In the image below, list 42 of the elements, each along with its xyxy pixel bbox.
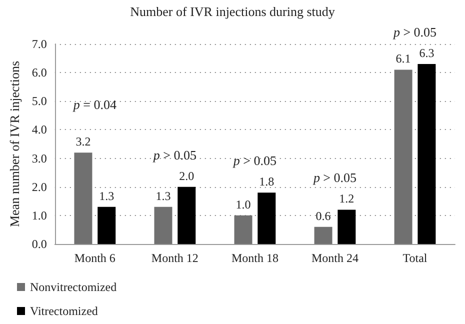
bar: [338, 210, 356, 244]
chart-title: Number of IVR injections during study: [130, 4, 336, 19]
data-label: 1.3: [99, 188, 114, 203]
bar: [418, 64, 436, 244]
legend-label: Vitrectomized: [30, 304, 98, 318]
y-tick-label: 1.0: [32, 208, 47, 222]
bar: [234, 215, 252, 244]
x-tick-label: Total: [402, 251, 428, 265]
bar: [98, 206, 116, 244]
bar: [154, 206, 172, 244]
y-tick-label: 0.0: [32, 237, 47, 251]
x-tick-label: Month 12: [151, 251, 198, 265]
y-tick-label: 4.0: [32, 122, 47, 137]
data-label: 0.6: [316, 208, 331, 223]
data-label: 1.0: [236, 197, 251, 212]
data-label: 1.3: [156, 188, 171, 203]
data-label: 2.0: [179, 168, 194, 183]
annotation: p = 0.04: [72, 97, 117, 112]
bar: [178, 186, 196, 244]
annotation: p > 0.05: [232, 153, 276, 168]
bar: [394, 70, 412, 244]
data-label: 1.2: [339, 192, 354, 206]
data-label: 1.8: [259, 174, 274, 189]
text: p > 0.05: [392, 24, 437, 40]
data-label: 6.1: [396, 52, 411, 66]
bar: [314, 226, 332, 244]
annotation: p > 0.05: [152, 147, 196, 162]
y-axis-title: Mean number of IVR injections: [7, 60, 22, 228]
y-tick-label: 5.0: [32, 94, 47, 108]
x-tick-label: Month 18: [231, 251, 278, 265]
x-tick-label: Month 6: [74, 251, 116, 265]
legend-label: Nonvitrectomized: [30, 280, 117, 294]
y-tick-label: 3.0: [32, 151, 47, 166]
bar: [74, 152, 92, 244]
data-label: 6.3: [419, 46, 434, 60]
y-tick-label: 6.0: [32, 66, 47, 80]
data-label: 3.2: [76, 134, 91, 149]
y-tick-label: 7.0: [32, 37, 47, 51]
bar: [258, 192, 276, 244]
annotation: p > 0.05: [312, 170, 357, 186]
x-tick-label: Month 24: [311, 251, 358, 265]
y-tick-label: 2.0: [32, 180, 47, 194]
